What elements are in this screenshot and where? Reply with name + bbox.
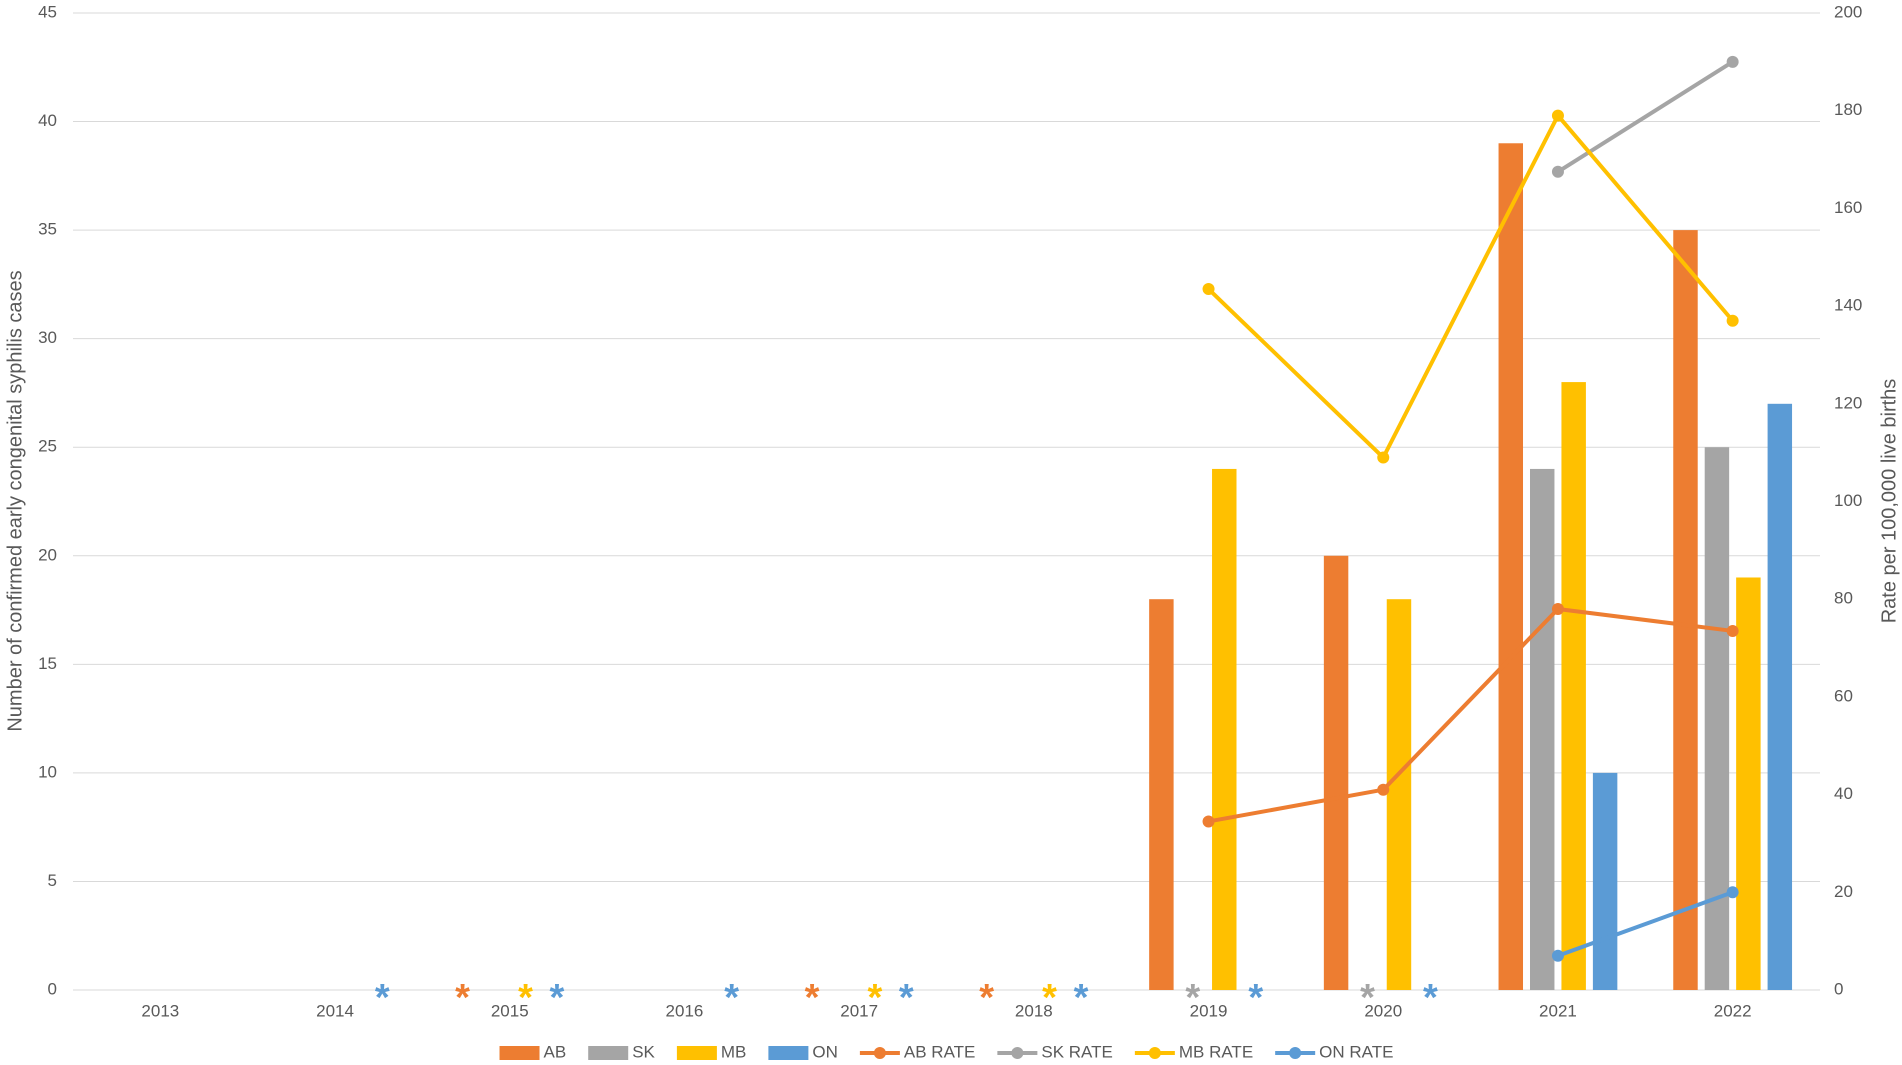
legend-label: SK (632, 1042, 655, 1061)
bar (1592, 772, 1618, 990)
y-tick-label: 15 (38, 654, 57, 673)
legend-label: ON RATE (1319, 1042, 1393, 1061)
bar (1323, 555, 1349, 990)
y2-tick-label: 140 (1834, 296, 1862, 315)
x-tick-label: 2018 (1015, 1001, 1053, 1020)
y2-tick-label: 0 (1834, 979, 1843, 998)
y2-tick-label: 160 (1834, 198, 1862, 217)
y-tick-label: 30 (38, 328, 57, 347)
y-axis-title: Number of confirmed early congenital syp… (4, 270, 26, 731)
suppressed-marker: * (375, 977, 390, 1019)
x-tick-label: 2022 (1714, 1001, 1752, 1020)
y-tick-label: 20 (38, 545, 57, 564)
bar (1767, 403, 1793, 990)
x-tick-label: 2019 (1190, 1001, 1228, 1020)
y2-tick-label: 100 (1834, 491, 1862, 510)
y-tick-label: 0 (48, 979, 57, 998)
suppressed-marker: * (867, 977, 882, 1019)
suppressed-marker: * (1248, 977, 1263, 1019)
bar (1386, 599, 1412, 990)
legend-label: AB RATE (904, 1042, 975, 1061)
line-point (1726, 314, 1739, 327)
suppressed-marker: * (724, 977, 739, 1019)
legend-label: MB (721, 1042, 747, 1061)
line (1207, 113, 1735, 460)
line (1557, 890, 1734, 958)
line (1556, 60, 1734, 174)
y2-tick-label: 120 (1834, 393, 1862, 412)
suppressed-marker: * (1185, 977, 1200, 1019)
x-tick-label: 2013 (141, 1001, 179, 1020)
line-point (1377, 451, 1390, 464)
line-point (1202, 283, 1215, 296)
y-tick-label: 35 (38, 220, 57, 239)
suppressed-marker: * (805, 977, 820, 1019)
line-point (1551, 165, 1564, 178)
y2-tick-label: 60 (1834, 686, 1853, 705)
y2-tick-label: 180 (1834, 100, 1862, 119)
legend-swatch (499, 1046, 540, 1060)
suppressed-marker: * (1074, 977, 1089, 1019)
bar (1529, 468, 1555, 990)
y-tick-label: 10 (38, 762, 57, 781)
suppressed-marker: * (550, 977, 565, 1019)
legend-swatch (1011, 1047, 1024, 1059)
suppressed-marker: * (1042, 977, 1057, 1019)
legend-swatch (676, 1046, 717, 1060)
line-point (1726, 55, 1739, 68)
suppressed-marker: * (1423, 977, 1438, 1019)
y2-axis-title: Rate per 100,000 live births (1878, 379, 1900, 624)
legend-swatch (1289, 1047, 1302, 1059)
y-tick-label: 40 (38, 111, 57, 130)
line-point (1726, 624, 1739, 637)
suppressed-marker: * (455, 977, 470, 1019)
x-tick-label: 2016 (666, 1001, 704, 1020)
legend-swatch (1148, 1047, 1161, 1059)
legend-swatch (768, 1046, 809, 1060)
line-point (1377, 783, 1390, 796)
y2-tick-label: 40 (1834, 784, 1853, 803)
x-tick-label: 2020 (1364, 1001, 1402, 1020)
bar (1736, 577, 1761, 990)
legend-label: ON (812, 1042, 838, 1061)
y-tick-label: 25 (38, 437, 57, 456)
suppressed-marker: * (899, 977, 914, 1019)
legend-label: AB (544, 1042, 567, 1061)
bar (1704, 447, 1730, 990)
y2-tick-label: 200 (1834, 2, 1862, 21)
line (1208, 606, 1733, 824)
line-point (1551, 602, 1564, 615)
y-tick-label: 45 (38, 2, 57, 21)
line-point (1726, 886, 1739, 899)
line-point (1551, 109, 1564, 122)
y2-tick-label: 80 (1834, 589, 1853, 608)
legend-label: MB RATE (1179, 1042, 1253, 1061)
y-tick-label: 5 (48, 871, 57, 890)
x-tick-label: 2017 (840, 1001, 878, 1020)
legend-label: SK RATE (1041, 1042, 1112, 1061)
x-tick-label: 2015 (491, 1001, 529, 1020)
bar (1561, 382, 1586, 991)
line-point (1202, 815, 1215, 828)
legend-swatch (873, 1047, 886, 1059)
x-tick-label: 2014 (316, 1001, 354, 1020)
suppressed-marker: * (518, 977, 533, 1019)
y2-tick-label: 20 (1834, 882, 1853, 901)
suppressed-marker: * (979, 977, 994, 1019)
bar (1149, 599, 1174, 990)
legend-swatch (588, 1046, 629, 1060)
bar (1212, 468, 1237, 990)
bar (1673, 230, 1698, 991)
line-point (1551, 949, 1564, 962)
suppressed-marker: * (1360, 977, 1375, 1019)
x-tick-label: 2021 (1539, 1001, 1577, 1020)
bar (1498, 143, 1524, 990)
